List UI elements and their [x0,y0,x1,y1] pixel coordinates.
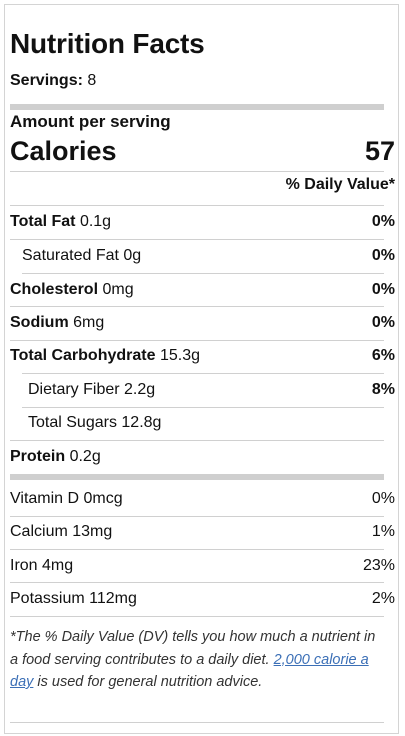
nutrient-name: Total Fat [10,213,76,230]
nutrient-amount: 0mg [102,281,134,298]
nutrient-amount: 0g [123,247,142,264]
nutrient-row-protein: Protein 0.2g [10,448,101,466]
thick-divider-bottom [10,474,384,480]
divider [10,616,384,617]
nutrient-dv: 8% [371,381,395,398]
daily-value-footnote: *The % Daily Value (DV) tells you how mu… [10,626,378,694]
nutrition-label [4,4,399,734]
footnote-text: is used for general nutrition advice. [37,674,263,690]
vitamin-name: Vitamin D [10,490,80,507]
nutrient-amount: 2.2g [124,381,156,398]
nutrient-amount: 15.3g [159,347,200,364]
vitamin-row-vitamin-d: Vitamin D 0mcg [10,490,123,508]
nutrient-dv: 0% [371,213,395,230]
divider [10,340,384,341]
footnote-text: *The % Daily Value (DV) tells you how mu… [10,629,376,668]
divider [10,516,384,517]
calories-value: 57 [364,136,395,166]
vitamin-amount: 0mcg [83,490,123,507]
nutrient-row-total-sugars: Total Sugars 12.8g [28,414,161,432]
nutrient-dv: 0% [371,281,395,298]
divider [10,205,384,206]
vitamin-row-potassium: Potassium 112mg [10,590,137,608]
divider [10,306,384,307]
divider [22,273,384,274]
vitamin-amount: 13mg [72,523,113,540]
nutrient-name: Protein [10,448,66,465]
nutrient-amount: 6mg [73,314,105,331]
nutrient-amount: 0.1g [79,213,112,230]
vitamin-name: Iron [10,557,38,574]
nutrient-row-sodium: Sodium 6mg [10,314,104,332]
vitamin-dv: 23% [362,557,395,574]
divider [10,582,384,583]
calories-label: Calories [10,136,117,166]
divider [10,722,384,723]
divider [22,373,384,374]
vitamin-row-calcium: Calcium 13mg [10,523,112,541]
nutrient-name: Total Carbohydrate [10,347,156,364]
servings-label: Servings: [10,72,83,89]
thick-divider-top [10,104,384,110]
nutrient-row-dietary-fiber: Dietary Fiber 2.2g [28,381,155,399]
servings-line: Servings: 8 [10,72,96,90]
nutrient-amount: 0.2g [69,448,101,465]
nutrient-name: Sodium [10,314,69,331]
vitamin-amount: 112mg [89,590,137,607]
nutrient-name: Dietary Fiber [28,381,120,398]
vitamin-name: Potassium [10,590,85,607]
daily-value-header: % Daily Value* [285,176,395,193]
nutrient-row-total-carbohydrate: Total Carbohydrate 15.3g [10,347,200,365]
label-title: Nutrition Facts [10,28,205,59]
nutrient-dv: 6% [371,347,395,364]
vitamin-dv: 1% [371,523,395,540]
divider [10,239,384,240]
amount-per-serving: Amount per serving [10,112,171,131]
nutrient-name: Total Sugars [28,414,117,431]
nutrient-row-saturated-fat: Saturated Fat 0g [22,247,141,265]
nutrient-row-cholesterol: Cholesterol 0mg [10,281,134,299]
nutrient-dv: 0% [371,247,395,264]
servings-value: 8 [87,72,97,89]
vitamin-row-iron: Iron 4mg [10,557,73,575]
divider [10,171,384,172]
vitamin-amount: 4mg [42,557,74,574]
divider [10,549,384,550]
divider [22,407,384,408]
vitamin-name: Calcium [10,523,68,540]
vitamin-dv: 2% [371,590,395,607]
nutrient-amount: 12.8g [121,414,162,431]
nutrient-name: Cholesterol [10,281,99,298]
nutrient-name: Saturated Fat [22,247,119,264]
divider [10,440,384,441]
calorie-a-day-link[interactable]: 2,000 calorie a day [10,651,369,691]
vitamin-dv: 0% [371,490,395,507]
nutrient-dv: 0% [371,314,395,331]
nutrient-row-total-fat: Total Fat 0.1g [10,213,111,231]
